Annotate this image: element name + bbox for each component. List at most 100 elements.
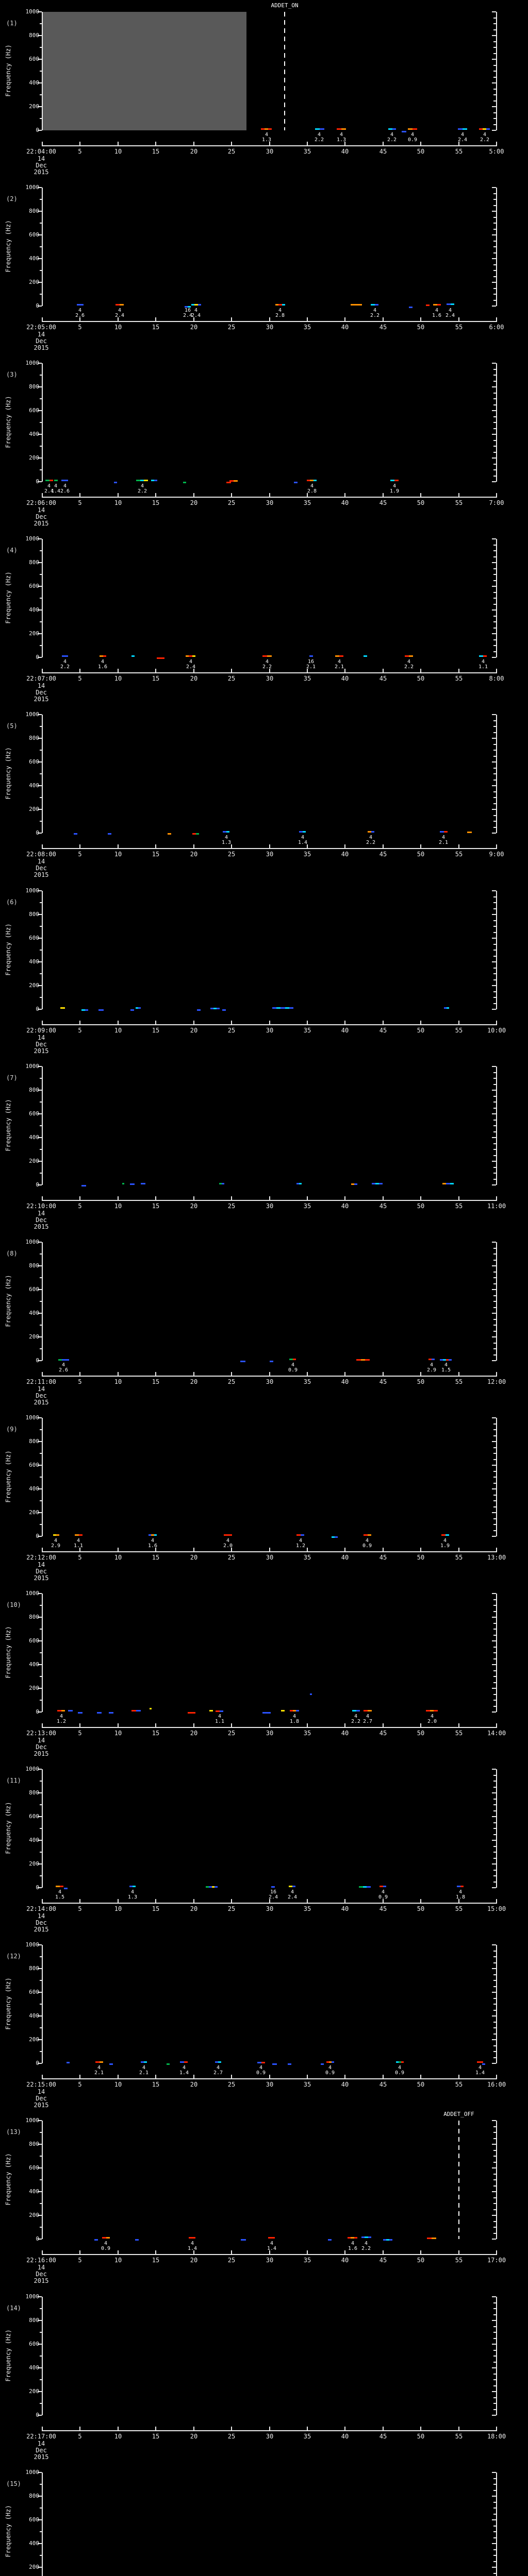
x-axis-tick [383,844,384,848]
event-mark-segment [148,1534,152,1536]
event-label: 4 1.4 [259,2241,285,2251]
y-axis-right-tick [492,1137,496,1138]
x-tick-label: 20 [190,1027,198,1034]
y-axis-right-tick [493,2484,496,2485]
event-label: 4 2.1 [131,2065,157,2076]
event-mark-segment [188,1712,192,1714]
event-mark-segment [56,1534,59,1536]
y-axis-right [496,1594,497,1712]
x-axis-tick [231,2427,232,2430]
event-label: 4 0.9 [387,2065,412,2076]
y-tick-label: 200 [29,2212,39,2218]
x-tick-label: 30 [266,148,274,155]
subplot-index-label: (9) [6,1426,18,1433]
x-tick-label: 25 [227,499,236,506]
x-axis-tick [307,1372,308,1376]
event-mark-segment [339,655,343,657]
event-mark [310,1693,312,1695]
y-tick-label: 0 [36,302,39,309]
x-tick-label: 35 [303,2433,311,2440]
y-axis-tick [38,1769,42,1770]
y-tick-label: 800 [29,208,39,214]
event-mark-segment [224,1534,228,1536]
event-label-snr: 1.4 [475,2070,485,2076]
y-tick-label: 800 [29,1965,39,1972]
event-mark-segment [430,1710,434,1711]
event-label-snr: 1.3 [221,840,232,845]
subplot-index-label: (3) [6,371,18,378]
x-axis-tick [193,1372,194,1376]
x-tick-label: 35 [303,1027,311,1034]
x-start-date-line: 14 [37,2088,45,2095]
x-tick-label: 5 [78,1730,82,1737]
event-mark [270,1361,273,1362]
event-mark [151,480,157,481]
x-axis [42,321,497,322]
event-label-snr: 1.1 [478,664,488,670]
event-mark-segment [188,306,191,308]
y-axis-right-tick [493,932,496,933]
y-axis-tick [38,1968,42,1969]
event-mark-segment [299,831,303,833]
event-label: 4 2.6 [52,484,78,494]
event-mark-segment [62,655,68,657]
y-tick-label: 1000 [25,1941,40,1948]
event-mark-segment [49,480,53,481]
event-mark-segment [292,1886,295,1887]
x-axis-tick [420,2075,421,2078]
y-axis-right-tick [493,288,496,289]
y-axis-right-tick [492,1512,496,1513]
x-axis-tick [307,1899,308,1903]
x-tick-label: 5 [78,675,82,682]
event-mark [348,2237,357,2239]
event-mark-segment [281,1710,285,1711]
event-mark-segment [197,1009,201,1011]
event-mark [74,833,77,835]
x-axis-tick [231,1021,232,1024]
x-start-date-line: 2015 [34,1574,49,1582]
x-axis-tick [79,669,80,672]
event-label-snr: 2.2 [60,664,70,670]
y-axis-right-tick [493,1775,496,1776]
y-axis-right-tick [493,1101,496,1103]
event-label-snr: 2.2 [480,137,490,143]
event-label-snr: 0.9 [288,1367,298,1373]
y-axis-right [496,188,497,306]
event-mark-segment [362,1886,367,1888]
y-tick-label: 400 [29,1310,39,1316]
y-tick-label: 600 [29,2164,39,2171]
x-tick-label: 40 [341,2433,349,2440]
y-axis-right-tick [493,1518,496,1519]
x-tick-label: 55 [455,2257,463,2264]
event-mark-segment [184,2061,188,2063]
event-mark [288,2063,291,2065]
y-axis-tick [40,2308,42,2309]
y-tick-label: 200 [29,806,39,812]
event-mark-segment [463,128,467,130]
y-axis-right-tick [493,1834,496,1835]
x-tick-label: 45 [379,1905,387,1912]
x-axis-tick [269,2250,270,2254]
event-label: 4 1.8 [448,1890,473,1900]
y-axis-right-tick [493,294,496,295]
event-label-snr: 2.4 [114,313,125,318]
event-label: 4 0.9 [400,132,425,143]
y-axis-right-tick [492,2191,496,2192]
y-axis-right-tick [493,1852,496,1853]
event-label-snr: 1.4 [267,2246,277,2251]
event-mark-segment [390,480,394,481]
x-axis-tick [383,2250,384,2254]
x-start-time-label: 22:06:00 [26,499,56,506]
x-axis-tick [118,1548,119,1551]
event-mark-segment [62,1359,65,1361]
event-mark [136,1007,141,1009]
y-axis-right-tick [493,118,496,119]
y-axis-tick [40,1277,42,1278]
y-axis-tick [40,398,42,399]
y-axis-right-tick [493,124,496,125]
y-axis [42,891,43,1009]
event-label: 4 0.9 [248,2065,274,2076]
event-label: 4 2.2 [396,659,422,670]
y-tick-label: 400 [29,782,39,789]
y-axis-right-tick [492,130,496,131]
